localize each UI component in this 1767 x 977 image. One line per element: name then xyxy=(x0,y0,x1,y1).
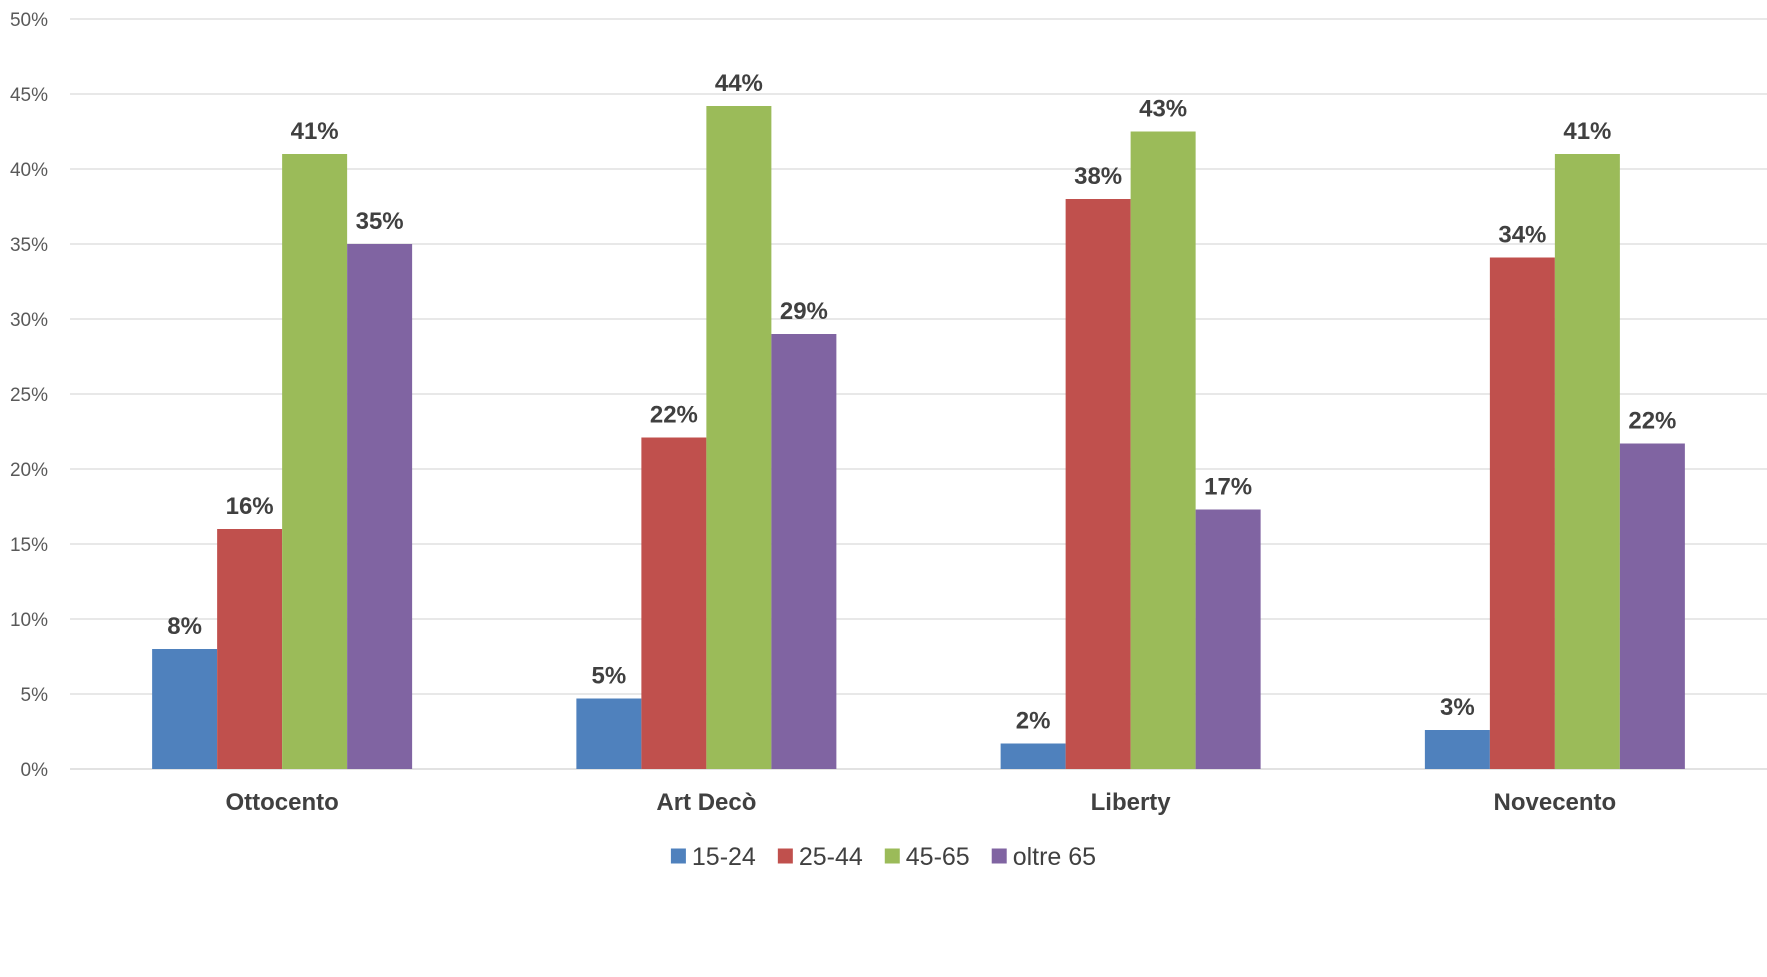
data-label: 22% xyxy=(650,402,698,429)
y-tick-label: 15% xyxy=(10,535,48,556)
category-label: Liberty xyxy=(1091,789,1172,816)
legend-item-oltre-65[interactable]: oltre 65 xyxy=(991,843,1096,871)
y-tick-label: 0% xyxy=(21,760,49,781)
data-label: 43% xyxy=(1139,96,1187,123)
legend-label: oltre 65 xyxy=(1013,843,1096,871)
y-axis-ticks: 0% 5% 10% 15% 20% 25% 30% 35% 40% 45% 50% xyxy=(10,10,48,781)
bar-45-65-2 xyxy=(1130,131,1196,769)
data-label: 34% xyxy=(1498,222,1546,249)
legend-label: 45-65 xyxy=(906,843,970,871)
bar-25-44-1 xyxy=(641,437,707,769)
category-label: Ottocento xyxy=(225,789,338,816)
category-label: Art Decò xyxy=(656,789,756,816)
data-label: 17% xyxy=(1204,474,1252,501)
data-label: 5% xyxy=(592,663,627,690)
legend-item-15-24[interactable]: 15-24 xyxy=(670,843,756,871)
y-tick-label: 40% xyxy=(10,160,48,181)
data-label: 41% xyxy=(1563,118,1611,145)
bar-25-44-0 xyxy=(217,529,283,769)
data-label: 44% xyxy=(715,70,763,97)
bar-45-65-3 xyxy=(1554,154,1620,769)
y-tick-label: 35% xyxy=(10,235,48,256)
legend-item-45-65[interactable]: 45-65 xyxy=(884,843,970,871)
data-label: 3% xyxy=(1440,694,1475,721)
legend-swatch xyxy=(884,848,900,864)
bar-15-24-3 xyxy=(1424,730,1490,769)
bar-15-24-1 xyxy=(576,698,642,769)
data-label: 2% xyxy=(1016,708,1051,735)
legend-label: 15-24 xyxy=(692,843,756,871)
legend-label: 25-44 xyxy=(799,843,863,871)
bar-oltre-65-0 xyxy=(347,244,413,769)
data-label: 41% xyxy=(291,118,339,145)
legend[interactable]: 15-24 25-44 45-65 oltre 65 xyxy=(670,843,1096,871)
y-tick-label: 10% xyxy=(10,610,48,631)
bars xyxy=(152,106,1685,769)
data-label: 16% xyxy=(226,493,274,520)
bar-15-24-2 xyxy=(1000,743,1066,769)
x-axis-labels: Ottocento Art Decò Liberty Novecento xyxy=(225,789,1616,816)
category-label: Novecento xyxy=(1494,789,1617,816)
legend-swatch xyxy=(670,848,686,864)
bar-25-44-3 xyxy=(1489,257,1555,769)
legend-swatch xyxy=(777,848,793,864)
data-label: 35% xyxy=(356,208,404,235)
bar-oltre-65-1 xyxy=(771,334,837,769)
y-tick-label: 45% xyxy=(10,85,48,106)
y-tick-label: 50% xyxy=(10,10,48,31)
bar-oltre-65-3 xyxy=(1619,443,1685,769)
y-tick-label: 5% xyxy=(21,685,49,706)
legend-item-25-44[interactable]: 25-44 xyxy=(777,843,863,871)
bar-oltre-65-2 xyxy=(1195,509,1261,769)
data-label: 8% xyxy=(167,613,202,640)
bar-15-24-0 xyxy=(152,649,218,769)
data-label: 29% xyxy=(780,298,828,325)
bar-25-44-2 xyxy=(1065,199,1131,769)
data-labels: 8% 16% 41% 35% 5% 22% 44% 29% 2% 38% 43% 17% 3% 34% 41… xyxy=(167,70,1676,735)
legend-swatch xyxy=(991,848,1007,864)
y-tick-label: 30% xyxy=(10,310,48,331)
data-label: 22% xyxy=(1628,408,1676,435)
bar-45-65-1 xyxy=(706,106,772,769)
data-label: 38% xyxy=(1074,163,1122,190)
y-tick-label: 20% xyxy=(10,460,48,481)
y-tick-label: 25% xyxy=(10,385,48,406)
bar-45-65-0 xyxy=(282,154,348,769)
